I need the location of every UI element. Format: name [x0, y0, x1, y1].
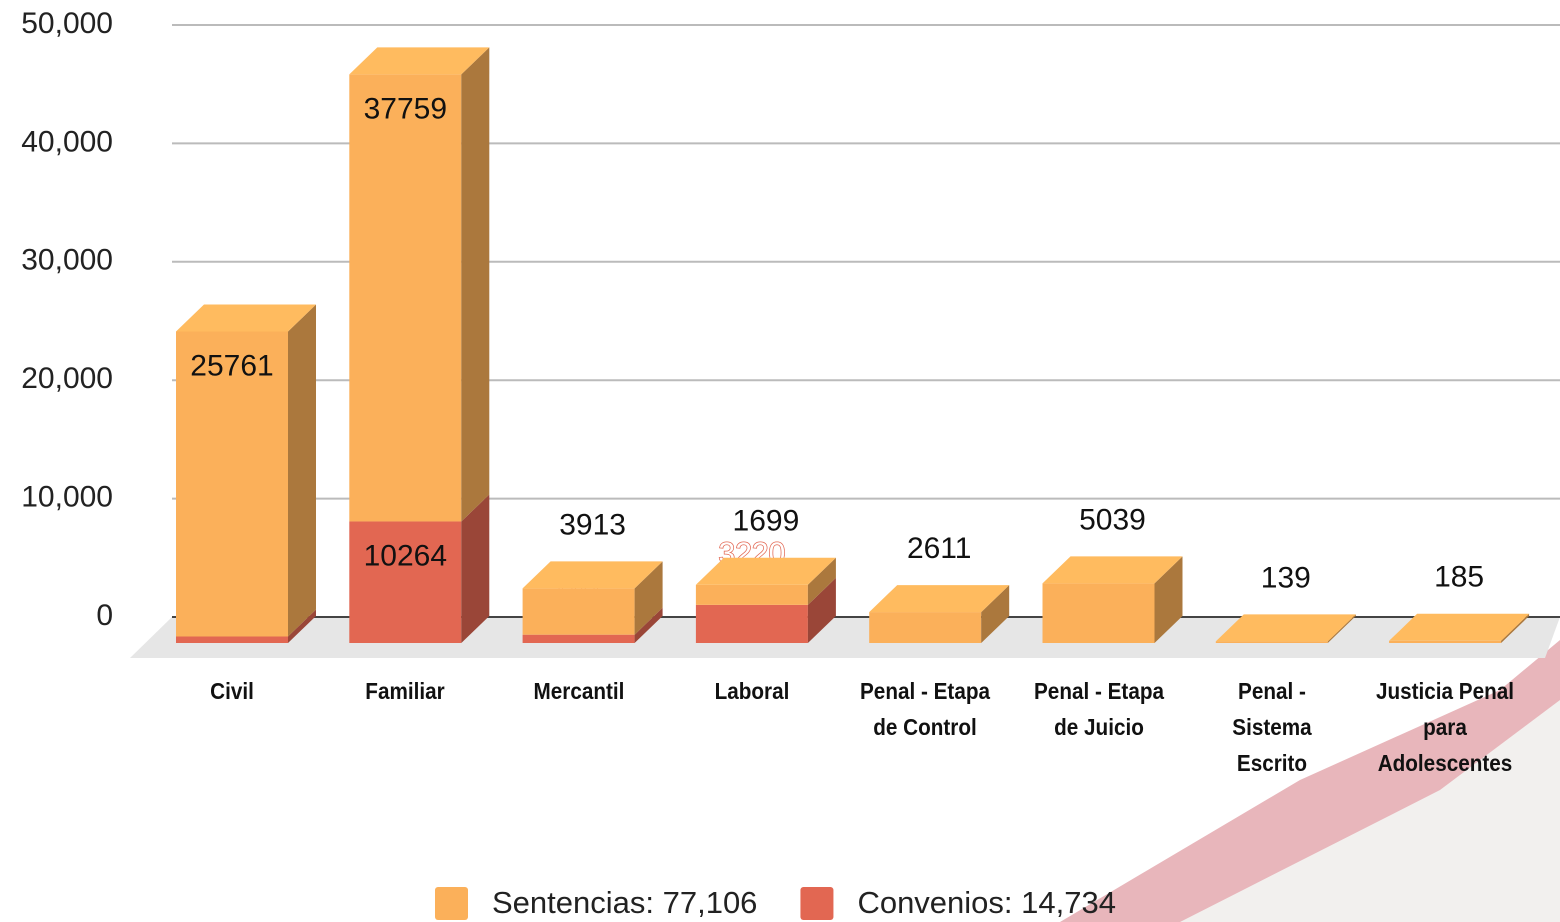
- data-label: 2611: [907, 532, 972, 565]
- x-tick-label: Penal - Sistema Escrito: [1200, 673, 1344, 781]
- legend-label: Sentencias: 77,106: [492, 885, 757, 920]
- page: 010,00020,00030,00040,00050,000549257611…: [0, 0, 1560, 922]
- bar-segment: [1043, 583, 1155, 643]
- data-label: 37759: [364, 92, 447, 125]
- data-label: 10264: [364, 539, 447, 572]
- data-label: 139: [1261, 561, 1311, 594]
- x-tick-label: Penal - Etapa de Control: [853, 673, 997, 745]
- data-label: 5039: [1079, 503, 1146, 536]
- bar-segment: [696, 605, 808, 643]
- data-label: 3913: [559, 508, 626, 541]
- y-tick-label: 40,000: [21, 125, 113, 158]
- y-tick-label: 20,000: [21, 362, 113, 395]
- bar-side: [461, 47, 489, 521]
- y-tick-label: 10,000: [21, 481, 113, 514]
- bar-segment: [1389, 641, 1501, 643]
- bar-segment: [523, 635, 635, 643]
- bar-side: [288, 304, 316, 636]
- bar-segment: [1216, 641, 1328, 643]
- x-tick-label: Mercantil: [507, 673, 651, 709]
- bar-segment: [696, 585, 808, 605]
- data-label: 185: [1434, 561, 1484, 594]
- chart: 010,00020,00030,00040,00050,000549257611…: [0, 0, 1560, 922]
- x-tick-label: Laboral: [680, 673, 824, 709]
- legend-label: Convenios: 14,734: [857, 885, 1116, 920]
- legend-swatch: [435, 887, 468, 920]
- x-tick-label: Civil: [160, 673, 304, 709]
- x-tick-label: Penal - Etapa de Juicio: [1027, 673, 1171, 745]
- y-tick-label: 0: [96, 599, 113, 632]
- bar-segment: [869, 612, 981, 643]
- bar-segment: [349, 74, 461, 521]
- y-tick-label: 50,000: [21, 7, 113, 40]
- data-label: 25761: [190, 349, 273, 382]
- legend-swatch: [800, 887, 833, 920]
- x-tick-label: Justicia Penal para Adolescentes: [1373, 673, 1517, 781]
- bar-segment: [176, 636, 288, 643]
- bar-segment: [523, 588, 635, 634]
- x-tick-label: Familiar: [333, 673, 477, 709]
- data-label: 1699: [733, 505, 800, 538]
- y-tick-label: 30,000: [21, 244, 113, 277]
